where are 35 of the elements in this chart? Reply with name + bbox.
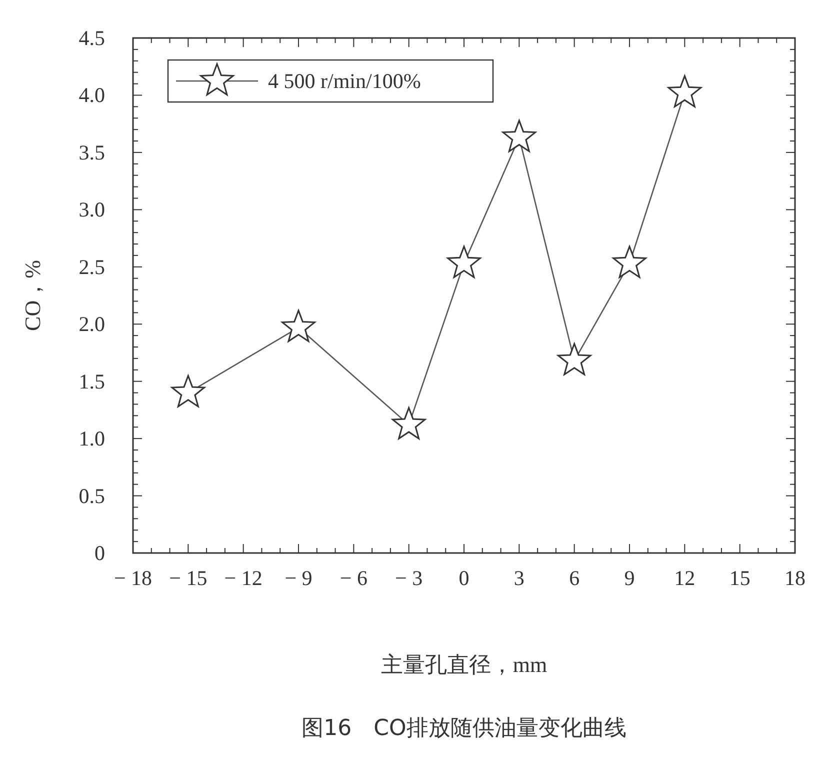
point xyxy=(282,310,316,342)
x-tick-label: 6 xyxy=(569,566,580,590)
x-tick-label: − 6 xyxy=(340,566,368,590)
point xyxy=(502,120,536,152)
y-tick-label: 4.0 xyxy=(78,83,105,108)
point xyxy=(612,246,646,278)
x-tick-label: − 12 xyxy=(224,566,262,590)
y-tick-label: 1.5 xyxy=(78,369,105,394)
y-tick-label: 4.5 xyxy=(78,26,105,50)
text: 图16 CO排放随供油量变化曲线 xyxy=(302,716,626,741)
x-tick-label: − 9 xyxy=(284,566,312,590)
x-tick-label: 12 xyxy=(674,566,696,590)
point xyxy=(668,75,702,108)
y-tick-label: 0 xyxy=(94,541,105,565)
x-axis-title: 主量孔直径，mm xyxy=(380,652,548,677)
x-tick-label: 18 xyxy=(784,566,806,590)
point xyxy=(392,407,426,440)
point xyxy=(447,246,481,278)
x-tick-label: − 18 xyxy=(114,566,152,590)
y-tick-label: 3.5 xyxy=(78,140,105,164)
y-tick-label: 1.0 xyxy=(78,426,105,451)
point xyxy=(557,342,592,376)
x-tick-label: − 3 xyxy=(395,566,423,590)
legend-label: 4 500 r/min/100% xyxy=(268,69,421,93)
y-tick-label: 2.5 xyxy=(78,254,105,279)
y-tick-label: 0.5 xyxy=(78,484,105,508)
x-tick-label: 3 xyxy=(514,566,524,590)
x-tick-label: 15 xyxy=(729,566,750,590)
point xyxy=(171,375,206,408)
y-tick-label: 2.0 xyxy=(78,312,105,336)
y-tick-label: 3.0 xyxy=(78,198,105,222)
x-tick-label: 0 xyxy=(458,566,470,590)
x-tick-label: − 15 xyxy=(169,566,208,590)
x-tick-label: 9 xyxy=(624,566,635,590)
y-axis-title: CO，% xyxy=(20,260,45,331)
